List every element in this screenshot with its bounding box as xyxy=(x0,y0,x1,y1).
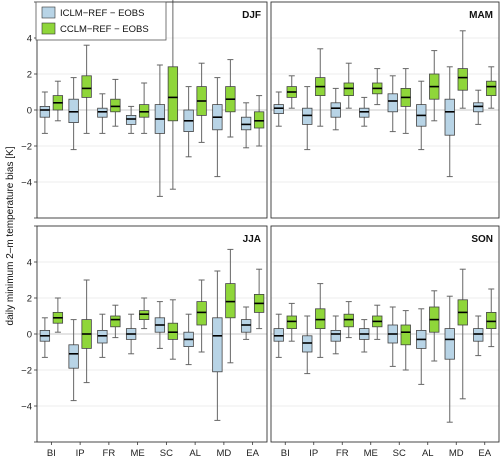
box-fr-iclm xyxy=(97,329,108,344)
x-tick-label: MD xyxy=(449,448,464,459)
box-sc-cclm xyxy=(167,66,179,122)
y-tick-label: 0 xyxy=(27,330,32,341)
x-tick-label: FR xyxy=(336,448,349,459)
legend-label-iclm: ICLM−REF − EOBS xyxy=(60,8,144,19)
season-label: MAM xyxy=(469,10,493,21)
box-fr-cclm xyxy=(110,98,121,113)
box-sc-cclm xyxy=(167,322,179,340)
box-ea-iclm xyxy=(473,328,484,342)
season-label: JJA xyxy=(243,234,261,245)
box-ip-iclm xyxy=(302,335,313,353)
box-al-cclm xyxy=(196,301,207,326)
box-fr-iclm xyxy=(330,329,341,342)
box-bi-iclm xyxy=(39,106,51,118)
y-tick-label: −4 xyxy=(21,178,32,189)
box-bi-iclm xyxy=(273,328,284,342)
x-tick-label: MD xyxy=(216,448,231,459)
box-fr-cclm xyxy=(343,313,354,328)
box-ip-iclm xyxy=(68,344,79,369)
x-tick-label: FR xyxy=(103,448,116,459)
legend: ICLM−REF − EOBS CCLM−REF − EOBS xyxy=(35,1,167,41)
x-tick-label: ME xyxy=(364,448,378,459)
box-fr-iclm xyxy=(330,102,341,118)
y-tick-label: −2 xyxy=(21,366,32,377)
box-me-cclm xyxy=(138,104,150,118)
x-tick-label: SC xyxy=(393,448,406,459)
box-md-iclm xyxy=(444,328,455,360)
box-me-iclm xyxy=(125,115,137,125)
box-ip-cclm xyxy=(81,75,92,98)
box-md-iclm xyxy=(444,98,455,136)
panel-frame xyxy=(270,225,500,443)
x-tick-label: AL xyxy=(422,448,434,459)
y-tick-label: 2 xyxy=(27,294,32,305)
x-tick-label: EA xyxy=(246,448,259,459)
box-me-iclm xyxy=(359,107,370,118)
y-tick-label: 2 xyxy=(27,70,32,81)
box-ea-cclm xyxy=(486,80,497,96)
box-bi-cclm xyxy=(286,315,297,330)
y-tick-label: 4 xyxy=(27,34,32,45)
box-ip-iclm xyxy=(302,107,313,125)
x-tick-label: BI xyxy=(281,448,290,459)
box-fr-iclm xyxy=(97,107,108,118)
box-fr-cclm xyxy=(343,82,354,97)
panel-jja: JJA −4 −2 0 2 4 BI IP FR ME SC AL MD EA xyxy=(21,225,268,459)
box-ea-iclm xyxy=(473,102,484,113)
box-ea-iclm xyxy=(240,116,252,131)
y-axis-label: daily minimum 2–m temperature bias [K] xyxy=(5,146,16,325)
panel-mam: MAM xyxy=(270,1,500,219)
box-fr-cclm xyxy=(110,315,121,328)
y-tick-label: 0 xyxy=(27,106,32,117)
box-ip-cclm xyxy=(315,308,326,329)
legend-label-cclm: CCLM−REF − EOBS xyxy=(60,24,149,35)
x-tick-label: ME xyxy=(131,448,145,459)
x-tick-label: SC xyxy=(160,448,173,459)
legend-swatch-cclm xyxy=(41,22,56,35)
box-sc-iclm xyxy=(387,93,398,113)
y-tick-label: −2 xyxy=(21,142,32,153)
y-tick-label: −4 xyxy=(21,402,32,413)
x-tick-label: AL xyxy=(189,448,201,459)
box-ea-cclm xyxy=(486,311,497,329)
box-ea-cclm xyxy=(253,111,265,129)
season-label: SON xyxy=(471,234,493,245)
panel-son: SON BI IP FR ME SC AL MD EA xyxy=(270,225,500,459)
y-tick-label: 4 xyxy=(27,258,32,269)
x-tick-label: IP xyxy=(309,448,318,459)
box-me-cclm xyxy=(138,310,150,321)
x-tick-label: IP xyxy=(76,448,85,459)
panel-djf: DJF −4 −2 0 2 4 xyxy=(21,0,268,219)
panel-frame xyxy=(270,1,500,219)
x-tick-label: BI xyxy=(47,448,56,459)
box-sc-cclm xyxy=(400,324,411,346)
box-bi-iclm xyxy=(273,104,284,114)
legend-frame xyxy=(35,1,167,41)
x-tick-label: EA xyxy=(478,448,491,459)
box-md-iclm xyxy=(212,317,223,373)
box-ip-iclm xyxy=(68,98,79,123)
legend-swatch-iclm xyxy=(41,6,56,19)
box-md-cclm xyxy=(225,283,236,319)
box-ea-iclm xyxy=(240,319,252,333)
box-md-cclm xyxy=(457,68,468,91)
season-label: DJF xyxy=(242,10,261,21)
